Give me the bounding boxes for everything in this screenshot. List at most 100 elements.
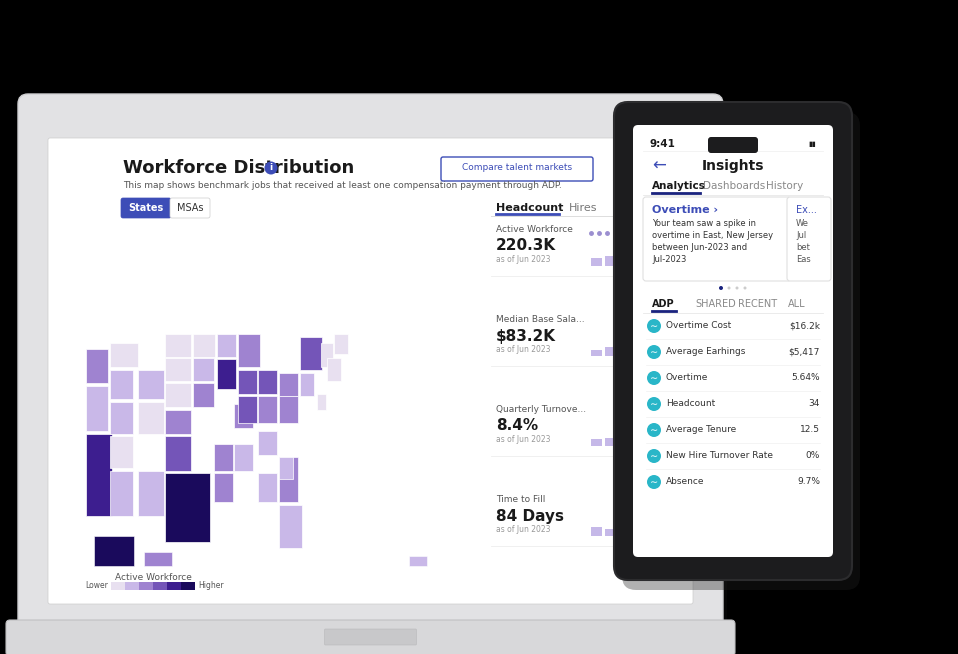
Circle shape: [647, 475, 661, 489]
FancyBboxPatch shape: [605, 529, 616, 536]
FancyBboxPatch shape: [166, 383, 192, 407]
Text: between Jun-2023 and: between Jun-2023 and: [652, 243, 747, 252]
Text: 8.4%: 8.4%: [496, 419, 538, 434]
FancyBboxPatch shape: [235, 444, 253, 471]
Text: Quarterly Turnove...: Quarterly Turnove...: [496, 405, 586, 415]
FancyBboxPatch shape: [279, 457, 298, 502]
Text: Headcount: Headcount: [666, 400, 716, 409]
FancyBboxPatch shape: [619, 525, 630, 536]
FancyBboxPatch shape: [661, 523, 672, 536]
FancyBboxPatch shape: [166, 473, 210, 542]
Text: Compare talent markets: Compare talent markets: [462, 164, 572, 173]
Text: Insights: Insights: [702, 159, 764, 173]
FancyBboxPatch shape: [238, 396, 257, 423]
FancyBboxPatch shape: [110, 370, 132, 399]
Text: 06-...: 06-...: [676, 355, 695, 361]
FancyBboxPatch shape: [647, 343, 658, 356]
Text: Average Earhings: Average Earhings: [666, 347, 745, 356]
Text: ←: ←: [652, 157, 666, 175]
Circle shape: [736, 286, 739, 290]
Text: 84 Days: 84 Days: [496, 509, 564, 523]
FancyBboxPatch shape: [86, 386, 108, 431]
Text: Overtime Cost: Overtime Cost: [666, 322, 731, 330]
FancyBboxPatch shape: [787, 197, 831, 281]
FancyBboxPatch shape: [409, 556, 427, 566]
Text: $16.2k: $16.2k: [789, 322, 820, 330]
FancyBboxPatch shape: [622, 112, 860, 590]
Text: Overtime: Overtime: [666, 373, 708, 383]
FancyBboxPatch shape: [235, 404, 253, 428]
Text: SHARED: SHARED: [695, 299, 736, 309]
FancyBboxPatch shape: [6, 620, 735, 654]
FancyBboxPatch shape: [633, 125, 833, 557]
Text: 5.64%: 5.64%: [791, 373, 820, 383]
Text: Active Workforce: Active Workforce: [115, 574, 192, 583]
Text: as of Jun 2023: as of Jun 2023: [496, 526, 551, 534]
FancyBboxPatch shape: [217, 359, 236, 388]
Text: Dashboards: Dashboards: [703, 181, 765, 191]
Text: ∼: ∼: [650, 425, 658, 435]
Text: ∼: ∼: [650, 399, 658, 409]
FancyBboxPatch shape: [633, 254, 644, 266]
Text: 06-...: 06-...: [676, 535, 695, 541]
Circle shape: [647, 397, 661, 411]
FancyBboxPatch shape: [138, 370, 164, 399]
FancyBboxPatch shape: [605, 438, 616, 446]
FancyBboxPatch shape: [181, 582, 195, 590]
Text: 9.7%: 9.7%: [797, 477, 820, 487]
FancyBboxPatch shape: [279, 373, 298, 396]
Text: as of Jun 2023: as of Jun 2023: [496, 436, 551, 445]
Text: Eas: Eas: [796, 256, 810, 264]
Text: 220.3K: 220.3K: [496, 239, 557, 254]
FancyBboxPatch shape: [661, 346, 672, 356]
Text: We: We: [796, 220, 809, 228]
FancyBboxPatch shape: [300, 337, 322, 370]
FancyBboxPatch shape: [167, 582, 181, 590]
Circle shape: [647, 345, 661, 359]
Text: ∼: ∼: [650, 321, 658, 331]
FancyBboxPatch shape: [619, 436, 630, 446]
Text: RECENT: RECENT: [738, 299, 777, 309]
Circle shape: [727, 286, 731, 290]
Text: Absence: Absence: [666, 477, 704, 487]
FancyBboxPatch shape: [110, 402, 132, 434]
Text: MSAs: MSAs: [176, 203, 203, 213]
FancyBboxPatch shape: [259, 473, 278, 502]
Text: overtime in East, New Jersey: overtime in East, New Jersey: [652, 232, 773, 241]
Text: 06-...: 06-...: [676, 445, 695, 451]
FancyBboxPatch shape: [708, 137, 758, 153]
FancyBboxPatch shape: [110, 471, 132, 516]
Circle shape: [264, 162, 278, 175]
Circle shape: [719, 286, 723, 290]
FancyBboxPatch shape: [193, 334, 216, 356]
Text: Jul-2023: Jul-2023: [652, 256, 686, 264]
Text: $5,417: $5,417: [788, 347, 820, 356]
FancyBboxPatch shape: [86, 349, 108, 383]
FancyBboxPatch shape: [166, 409, 192, 434]
FancyBboxPatch shape: [633, 437, 644, 446]
FancyBboxPatch shape: [334, 334, 348, 354]
Text: States: States: [128, 203, 164, 213]
FancyBboxPatch shape: [110, 436, 132, 468]
FancyBboxPatch shape: [166, 436, 192, 471]
FancyBboxPatch shape: [300, 373, 313, 396]
Text: Higher: Higher: [198, 581, 223, 591]
Text: Workforce Distribution: Workforce Distribution: [123, 159, 354, 177]
FancyBboxPatch shape: [279, 457, 293, 479]
FancyBboxPatch shape: [94, 536, 134, 566]
Text: Active Workforce: Active Workforce: [496, 226, 573, 235]
FancyBboxPatch shape: [661, 434, 672, 446]
FancyBboxPatch shape: [605, 347, 616, 356]
Circle shape: [647, 449, 661, 463]
Text: Your team saw a spike in: Your team saw a spike in: [652, 220, 756, 228]
FancyBboxPatch shape: [22, 102, 727, 642]
Circle shape: [647, 319, 661, 333]
FancyBboxPatch shape: [647, 435, 658, 446]
Text: Terminations: Terminations: [613, 203, 684, 213]
FancyBboxPatch shape: [83, 306, 434, 577]
Text: Overtime ›: Overtime ›: [652, 205, 718, 215]
FancyBboxPatch shape: [591, 439, 602, 446]
FancyBboxPatch shape: [166, 334, 192, 356]
Text: This map shows benchmark jobs that received at least one compensation payment th: This map shows benchmark jobs that recei…: [123, 182, 561, 190]
FancyBboxPatch shape: [325, 629, 417, 645]
